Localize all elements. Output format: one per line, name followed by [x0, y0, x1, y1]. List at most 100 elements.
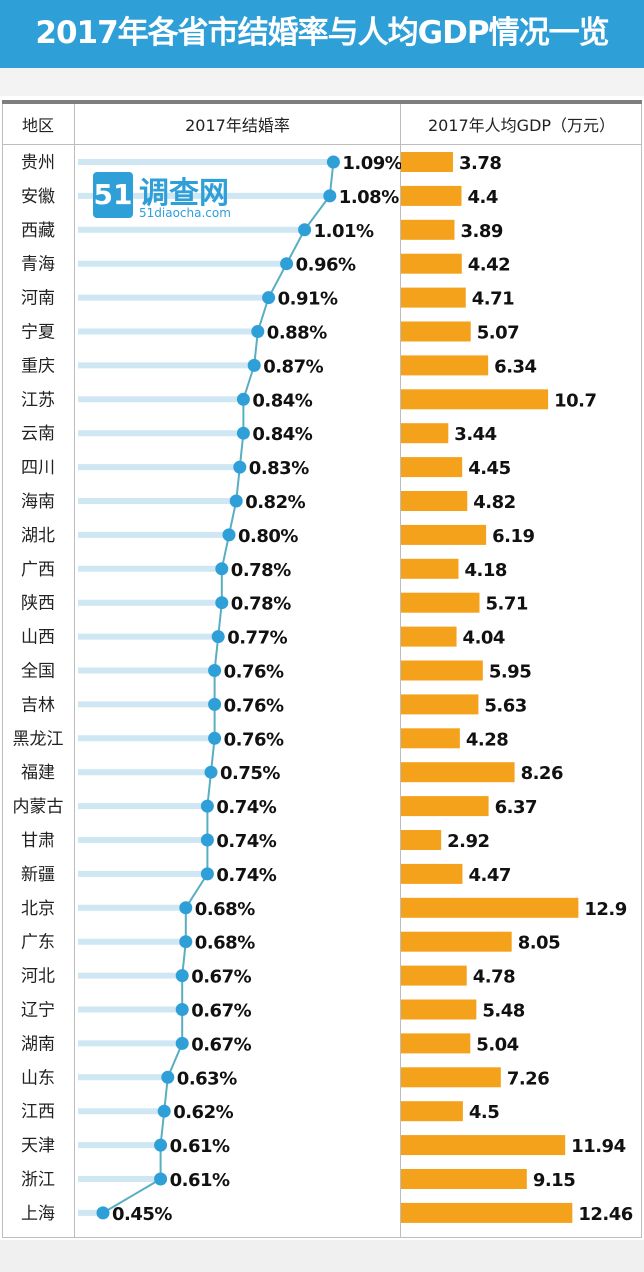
gdp-bar: [401, 491, 468, 511]
gdp-bar: [401, 389, 549, 410]
gdp-bar: [401, 694, 479, 715]
marriage-rate-point: [161, 1070, 175, 1084]
gdp-label: 4.4: [468, 187, 498, 208]
region-label: 重庆: [21, 356, 55, 376]
marriage-rate-label: 0.76%: [224, 662, 284, 683]
marriage-rate-point: [262, 291, 276, 305]
region-label: 天津: [21, 1136, 55, 1156]
marriage-rate-point: [179, 935, 193, 949]
marriage-rate-label: 0.83%: [249, 458, 309, 479]
marriage-rate-label: 0.80%: [238, 526, 298, 547]
gdp-bar: [401, 253, 462, 274]
gdp-bar: [401, 660, 483, 681]
gdp-bar: [401, 796, 489, 817]
region-label: 海南: [21, 492, 55, 512]
gdp-bar: [401, 1135, 566, 1156]
marriage-rate-point: [215, 562, 229, 576]
gdp-label: 4.04: [463, 628, 505, 649]
region-label: 辽宁: [21, 1001, 55, 1021]
region-label: 贵州: [21, 153, 55, 173]
marriage-rate-point: [233, 460, 247, 474]
marriage-rate-point: [154, 1138, 168, 1152]
gdp-label: 6.34: [494, 356, 536, 377]
region-label: 北京: [21, 899, 55, 919]
region-label: 全国: [21, 662, 55, 682]
gdp-label: 4.5: [469, 1102, 499, 1123]
marriage-rate-label: 0.96%: [296, 255, 356, 276]
region-label: 黑龙江: [13, 729, 64, 749]
marriage-rate-label: 0.76%: [224, 729, 284, 750]
gdp-label: 4.47: [468, 865, 510, 886]
bottom-band: [0, 1240, 644, 1272]
marriage-rate-label: 0.67%: [191, 967, 251, 988]
gdp-label: 4.82: [473, 492, 515, 513]
gdp-label: 5.04: [476, 1034, 518, 1055]
gdp-bar: [401, 355, 489, 376]
gdp-label: 10.7: [554, 390, 596, 411]
gdp-label: 3.78: [459, 153, 501, 174]
gdp-bar: [401, 1169, 527, 1189]
gdp-bar: [401, 762, 515, 783]
watermark-logo: 51 调查网 51diaocha.com: [93, 168, 263, 226]
gdp-bar: [401, 965, 467, 986]
header-marriage-rate: 2017年结婚率: [185, 116, 290, 135]
region-label: 江西: [21, 1102, 55, 1122]
gdp-label: 5.63: [484, 695, 526, 716]
region-label: 新疆: [21, 865, 55, 885]
gdp-label: 4.45: [468, 458, 510, 479]
marriage-rate-label: 0.45%: [112, 1204, 172, 1225]
gdp-bar: [401, 321, 471, 342]
region-label: 青海: [21, 255, 55, 275]
region-label: 陕西: [21, 594, 55, 614]
marriage-rate-point: [211, 630, 225, 644]
region-label: 山西: [21, 628, 55, 648]
marriage-rate-label: 0.84%: [252, 424, 312, 445]
region-label: 甘肃: [21, 831, 55, 851]
gdp-label: 11.94: [571, 1136, 625, 1157]
gdp-bar: [401, 626, 457, 647]
gdp-label: 5.95: [489, 662, 531, 683]
marriage-rate-label: 1.09%: [342, 153, 402, 174]
marriage-rate-label: 0.82%: [245, 492, 305, 513]
marriage-rate-point: [236, 392, 250, 406]
region-label: 河南: [21, 289, 55, 309]
marriage-rate-label: 0.61%: [170, 1170, 230, 1191]
gdp-bar: [401, 830, 442, 850]
marriage-rate-point: [222, 528, 236, 542]
gap-strip: [0, 68, 644, 96]
marriage-rate-label: 0.74%: [216, 831, 276, 852]
marriage-rate-point: [204, 765, 218, 779]
gdp-bar: [401, 728, 460, 749]
marriage-rate-point: [154, 1172, 168, 1186]
title-bar: [0, 0, 644, 68]
marriage-rate-label: 0.68%: [195, 933, 255, 954]
region-label: 宁夏: [21, 323, 55, 343]
gdp-label: 3.89: [460, 221, 502, 242]
gdp-bar: [401, 1033, 471, 1054]
gdp-bar: [401, 219, 455, 240]
marriage-rate-point: [208, 664, 222, 677]
marriage-rate-label: 0.78%: [231, 560, 291, 581]
marriage-rate-point: [326, 155, 340, 169]
marriage-rate-label: 0.77%: [227, 628, 287, 649]
marriage-rate-point: [200, 867, 214, 881]
marriage-rate-point: [247, 358, 261, 372]
region-label: 上海: [21, 1204, 55, 1224]
gdp-label: 12.46: [578, 1204, 632, 1225]
gdp-label: 3.44: [454, 424, 496, 445]
gdp-bar: [401, 457, 463, 478]
marriage-rate-label: 0.68%: [195, 899, 255, 920]
marriage-rate-label: 0.88%: [267, 323, 327, 344]
marriage-rate-label: 1.01%: [314, 221, 374, 242]
marriage-rate-label: 0.61%: [170, 1136, 230, 1157]
marriage-rate-label: 0.67%: [191, 1001, 251, 1022]
region-label: 湖南: [21, 1034, 55, 1054]
gdp-bar: [401, 897, 579, 918]
region-label: 广东: [21, 933, 55, 953]
gdp-label: 6.37: [495, 797, 537, 818]
gdp-label: 7.26: [507, 1068, 549, 1089]
marriage-rate-label: 0.91%: [278, 289, 338, 310]
marriage-rate-label: 0.74%: [216, 797, 276, 818]
marriage-rate-point: [236, 426, 250, 440]
